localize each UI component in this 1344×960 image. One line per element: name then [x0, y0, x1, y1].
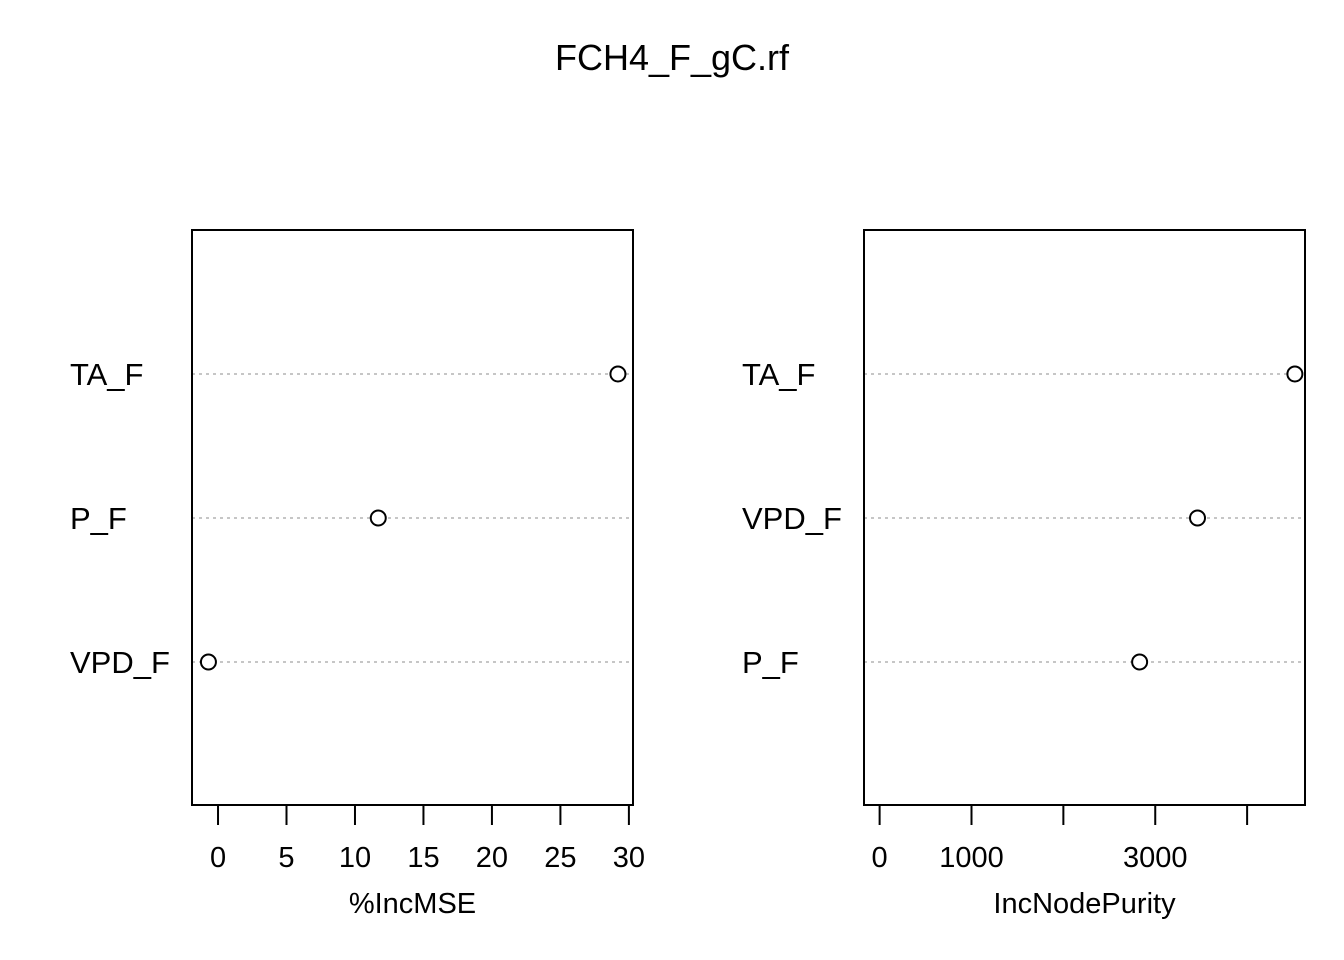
variable-label: P_F — [70, 501, 127, 536]
variable-label: P_F — [742, 645, 799, 680]
data-point — [1131, 653, 1149, 671]
panel-incmse: TA_F P_F VPD_F 0 5 10 15 20 25 30 %IncMSE — [70, 229, 645, 920]
x-tick-label: 0 — [210, 842, 226, 874]
data-point — [1286, 365, 1304, 383]
x-tick-label: 5 — [278, 842, 294, 874]
data-point — [609, 365, 627, 383]
x-tick-label: 20 — [476, 842, 508, 874]
x-axis-label: %IncMSE — [349, 888, 476, 920]
plot-frame — [863, 229, 1306, 806]
x-tick-label: 0 — [872, 842, 888, 874]
x-tick-label: 30 — [613, 842, 645, 874]
variable-label: VPD_F — [70, 645, 170, 680]
data-point — [199, 653, 217, 671]
data-point — [1189, 509, 1207, 527]
x-tick-label: 15 — [407, 842, 439, 874]
variable-label: TA_F — [742, 357, 816, 392]
x-axis-label: IncNodePurity — [993, 888, 1176, 920]
variable-label: VPD_F — [742, 501, 842, 536]
x-tick-label: 10 — [339, 842, 371, 874]
data-point — [369, 509, 387, 527]
x-tick-label: 25 — [544, 842, 576, 874]
x-tick-label: 1000 — [939, 842, 1004, 874]
x-tick-label: 3000 — [1123, 842, 1188, 874]
panel-incnodepurity: TA_F VPD_F P_F 0 1000 3000 IncNodePurity — [742, 229, 1306, 920]
variable-label: TA_F — [70, 357, 144, 392]
chart-title: FCH4_F_gC.rf — [555, 37, 790, 78]
plot-frame — [191, 229, 634, 806]
